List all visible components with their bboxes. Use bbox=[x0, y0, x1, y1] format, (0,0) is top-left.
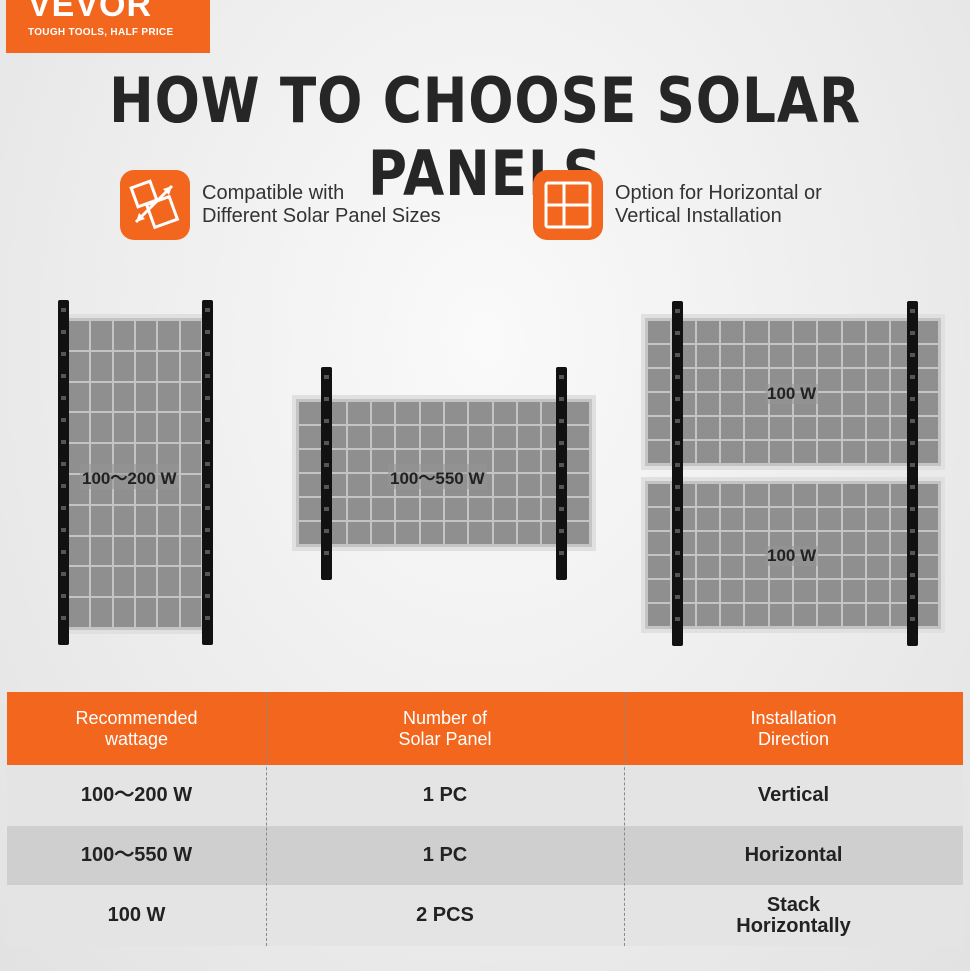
column-divider bbox=[266, 692, 267, 946]
stack-bottom-label: 100 W bbox=[765, 546, 819, 566]
cell-direction: Stack Horizontally bbox=[624, 885, 963, 946]
feature-compatible: Compatible with Different Solar Panel Si… bbox=[120, 170, 441, 240]
mounting-rail-left bbox=[321, 367, 332, 580]
mounting-rail-right bbox=[907, 301, 918, 646]
vertical-panel-label: 100～200 W bbox=[80, 464, 179, 489]
cell-wattage: 100 W bbox=[107, 904, 166, 926]
cell-count: 2 PCS bbox=[416, 904, 474, 926]
feature-compatible-line1: Compatible with bbox=[202, 182, 345, 204]
stack-top-label: 100 W bbox=[765, 384, 819, 404]
cell-direction-line1: Stack bbox=[766, 893, 821, 916]
layout-grid-icon bbox=[533, 170, 603, 240]
feature-compatible-text: Compatible with Different Solar Panel Si… bbox=[202, 182, 441, 228]
header-wattage: Recommended wattage bbox=[7, 692, 266, 765]
header-count: Number of Solar Panel bbox=[266, 692, 624, 765]
header-count-line1: Number of bbox=[402, 707, 488, 728]
cell-direction-line1: Horizontal bbox=[744, 844, 843, 866]
cell-direction: Horizontal bbox=[624, 826, 963, 885]
feature-orientation-line1: Option for Horizontal or bbox=[615, 182, 822, 204]
cell-count: 1 PC bbox=[422, 844, 468, 866]
horizontal-panel-label: 100～550 W bbox=[388, 464, 487, 489]
header-wattage-line1: Recommended bbox=[75, 707, 198, 728]
feature-orientation: Option for Horizontal or Vertical Instal… bbox=[533, 170, 822, 240]
table-row: 100～200 W 1 PC Vertical bbox=[7, 765, 963, 826]
resize-panels-icon bbox=[120, 170, 190, 240]
header-wattage-line2: wattage bbox=[104, 728, 169, 749]
cell-direction: Vertical bbox=[624, 765, 963, 826]
logo-brand: VEVOR bbox=[28, 0, 153, 24]
cell-wattage: 100～200 W bbox=[80, 784, 193, 806]
column-divider bbox=[624, 692, 625, 946]
comparison-table: Recommended wattage Number of Solar Pane… bbox=[7, 692, 963, 946]
cell-direction-line2: Horizontally bbox=[736, 914, 851, 937]
cell-wattage: 100～550 W bbox=[80, 844, 193, 866]
logo-tagline: TOUGH TOOLS, HALF PRICE bbox=[28, 27, 174, 38]
feature-orientation-text: Option for Horizontal or Vertical Instal… bbox=[615, 182, 822, 228]
mounting-rail-left bbox=[58, 300, 69, 645]
header-count-line2: Solar Panel bbox=[398, 728, 492, 749]
header-direction: Installation Direction bbox=[624, 692, 963, 765]
feature-orientation-line2: Vertical Installation bbox=[615, 205, 782, 227]
table-row: 100～550 W 1 PC Horizontal bbox=[7, 826, 963, 885]
solar-panel-stack-bottom bbox=[641, 477, 945, 633]
header-direction-line2: Direction bbox=[757, 728, 830, 749]
table-header: Recommended wattage Number of Solar Pane… bbox=[7, 692, 963, 765]
cell-direction-line1: Vertical bbox=[757, 784, 830, 806]
mounting-rail-right bbox=[556, 367, 567, 580]
mounting-rail-right bbox=[202, 300, 213, 645]
cell-count: 1 PC bbox=[422, 784, 468, 806]
mounting-rail-left bbox=[672, 301, 683, 646]
feature-compatible-line2: Different Solar Panel Sizes bbox=[202, 205, 441, 227]
vevor-logo: VEVOR TOUGH TOOLS, HALF PRICE bbox=[6, 0, 210, 53]
header-direction-line1: Installation bbox=[750, 707, 837, 728]
table-row: 100 W 2 PCS Stack Horizontally bbox=[7, 885, 963, 946]
